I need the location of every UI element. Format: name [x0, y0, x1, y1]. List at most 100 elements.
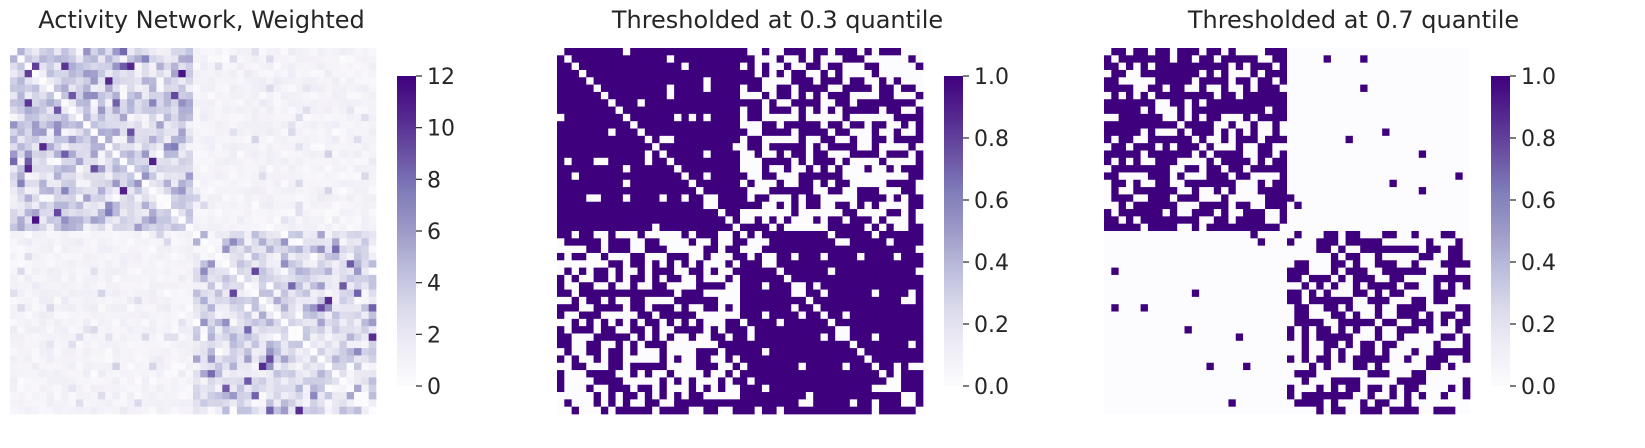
- heatmap-cell: [310, 150, 318, 158]
- heatmap-cell: [806, 275, 814, 283]
- heatmap-cell: [303, 333, 311, 341]
- heatmap-cell: [616, 77, 624, 85]
- heatmap-cell: [281, 399, 289, 407]
- heatmap-cell: [557, 238, 565, 246]
- heatmap-cell: [908, 392, 916, 400]
- heatmap-cell: [310, 407, 318, 415]
- heatmap-cell: [142, 55, 150, 63]
- heatmap-cell: [733, 114, 741, 122]
- heatmap-cell: [799, 136, 807, 144]
- heatmap-cell: [791, 77, 799, 85]
- heatmap-cell: [711, 238, 719, 246]
- heatmap-cell: [244, 202, 252, 210]
- heatmap-cell: [252, 209, 260, 217]
- heatmap-cell: [623, 194, 631, 202]
- heatmap-cell: [259, 136, 267, 144]
- heatmap-cell: [762, 209, 770, 217]
- heatmap-cell: [120, 370, 128, 378]
- heatmap-cell: [222, 385, 230, 393]
- heatmap-cell: [681, 129, 689, 137]
- heatmap-cell: [76, 319, 84, 327]
- heatmap-cell: [69, 63, 77, 71]
- heatmap-cell: [725, 136, 733, 144]
- heatmap-cell: [579, 70, 587, 78]
- heatmap-cell: [369, 231, 377, 239]
- heatmap-cell: [200, 107, 208, 115]
- heatmap-cell: [310, 238, 318, 246]
- heatmap-cell: [872, 290, 880, 298]
- heatmap-cell: [769, 194, 777, 202]
- heatmap-cell: [215, 333, 223, 341]
- heatmap-cell: [835, 355, 843, 363]
- heatmap-cell: [601, 85, 609, 93]
- heatmap-cell: [310, 77, 318, 85]
- heatmap-cell: [39, 48, 47, 56]
- heatmap-cell: [659, 209, 667, 217]
- heatmap-cell: [703, 136, 711, 144]
- heatmap-cell: [193, 260, 201, 268]
- heatmap-cell: [828, 304, 836, 312]
- heatmap-cell: [112, 99, 120, 107]
- heatmap-cell: [564, 165, 572, 173]
- heatmap-cell: [608, 282, 616, 290]
- heatmap-cell: [76, 150, 84, 158]
- heatmap-cell: [266, 231, 274, 239]
- heatmap-cell: [572, 282, 580, 290]
- heatmap-cell: [171, 107, 179, 115]
- heatmap-cell: [200, 260, 208, 268]
- heatmap-cell: [171, 77, 179, 85]
- heatmap-cell: [813, 377, 821, 385]
- heatmap-cell: [25, 231, 33, 239]
- heatmap-cell: [156, 290, 164, 298]
- heatmap-cell: [703, 77, 711, 85]
- heatmap-cell: [332, 55, 340, 63]
- heatmap-cell: [608, 231, 616, 239]
- heatmap-cell: [711, 63, 719, 71]
- heatmap-cell: [222, 194, 230, 202]
- heatmap-cell: [777, 231, 785, 239]
- heatmap-cell: [208, 121, 216, 129]
- heatmap-cell: [857, 121, 865, 129]
- heatmap-cell: [142, 348, 150, 356]
- heatmap-cell: [105, 268, 113, 276]
- heatmap-cell: [171, 275, 179, 283]
- heatmap-cell: [901, 143, 909, 151]
- heatmap-cell: [821, 194, 829, 202]
- heatmap-cell: [784, 304, 792, 312]
- heatmap-cell: [667, 216, 675, 224]
- heatmap-cell: [230, 85, 238, 93]
- heatmap-cell: [325, 107, 333, 115]
- heatmap-cell: [91, 77, 99, 85]
- heatmap-cell: [733, 333, 741, 341]
- heatmap-cell: [842, 216, 850, 224]
- heatmap-cell: [317, 304, 325, 312]
- heatmap-cell: [762, 85, 770, 93]
- heatmap-cell: [872, 63, 880, 71]
- heatmap-cell: [908, 180, 916, 188]
- heatmap-cell: [120, 385, 128, 393]
- heatmap-cell: [112, 377, 120, 385]
- heatmap-cell: [572, 209, 580, 217]
- heatmap-cell: [295, 136, 303, 144]
- heatmap-cell: [864, 268, 872, 276]
- heatmap-cell: [32, 260, 40, 268]
- heatmap-cell: [222, 209, 230, 217]
- heatmap-cell: [325, 209, 333, 217]
- heatmap-cell: [791, 319, 799, 327]
- heatmap-cell: [369, 392, 377, 400]
- heatmap-cell: [361, 77, 369, 85]
- heatmap-cell: [638, 180, 646, 188]
- heatmap-cell: [806, 209, 814, 217]
- heatmap-cell: [850, 253, 858, 261]
- heatmap-cell: [667, 129, 675, 137]
- heatmap-cell: [112, 246, 120, 254]
- heatmap-cell: [901, 312, 909, 320]
- heatmap-cell: [755, 202, 763, 210]
- heatmap-cell: [806, 48, 814, 56]
- heatmap-cell: [325, 268, 333, 276]
- heatmap-cell: [134, 202, 142, 210]
- heatmap-cell: [361, 377, 369, 385]
- heatmap-cell: [32, 158, 40, 166]
- heatmap-cell: [579, 231, 587, 239]
- heatmap-cell: [718, 92, 726, 100]
